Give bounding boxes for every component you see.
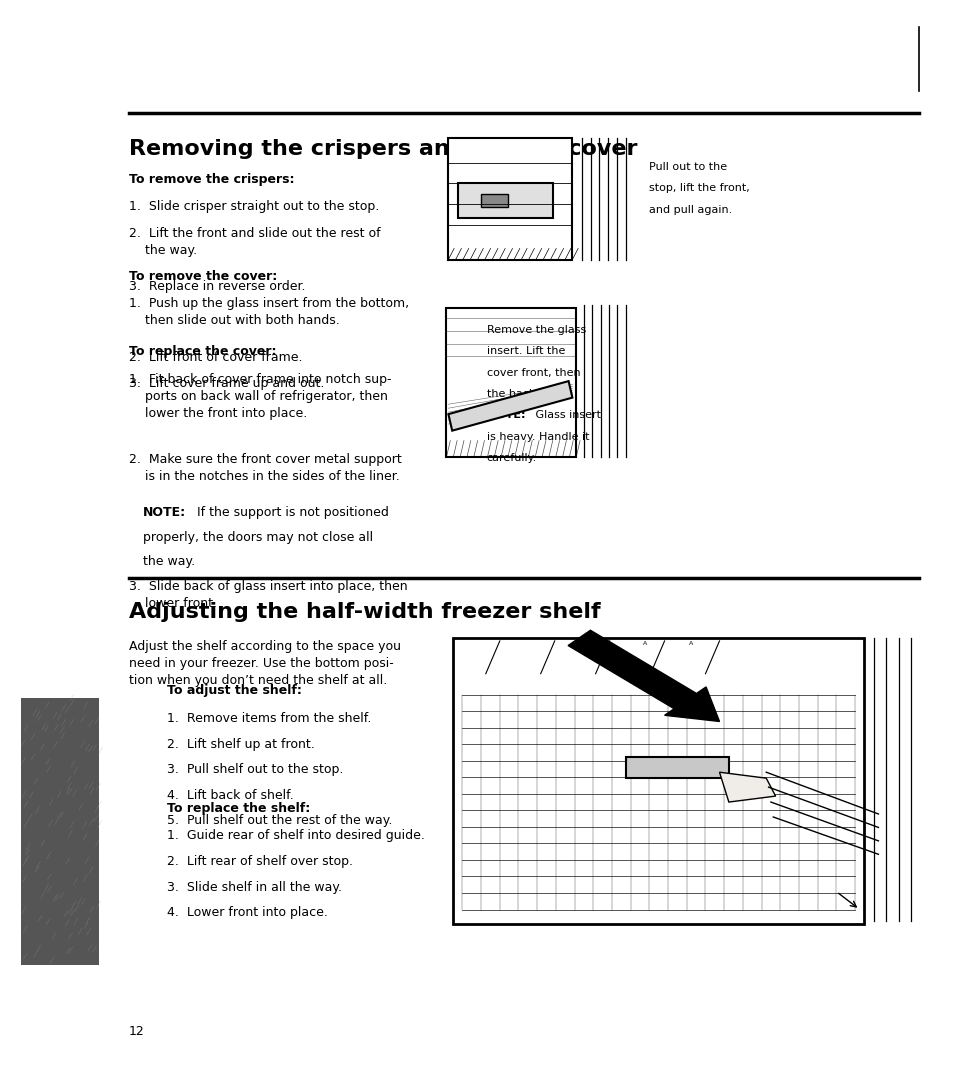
Text: NOTE:: NOTE: xyxy=(486,410,524,420)
Text: To adjust the shelf:: To adjust the shelf: xyxy=(167,684,301,697)
FancyBboxPatch shape xyxy=(625,757,728,778)
FancyArrow shape xyxy=(567,630,719,722)
Text: is heavy. Handle it: is heavy. Handle it xyxy=(486,432,588,441)
Text: 1.  Guide rear of shelf into desired guide.: 1. Guide rear of shelf into desired guid… xyxy=(167,829,424,842)
Text: 1.  Remove items from the shelf.: 1. Remove items from the shelf. xyxy=(167,712,371,725)
Text: 2.  Make sure the front cover metal support
    is in the notches in the sides o: 2. Make sure the front cover metal suppo… xyxy=(129,453,401,483)
Text: 2.  Lift shelf up at front.: 2. Lift shelf up at front. xyxy=(167,738,314,750)
Text: the way.: the way. xyxy=(143,555,195,568)
Text: 1.  Fit back of cover frame into notch sup-
    ports on back wall of refrigerat: 1. Fit back of cover frame into notch su… xyxy=(129,373,391,420)
FancyBboxPatch shape xyxy=(21,698,99,965)
Text: Remove the glass: Remove the glass xyxy=(486,325,585,335)
Text: cover front, then: cover front, then xyxy=(486,368,579,377)
FancyBboxPatch shape xyxy=(453,637,863,924)
Text: stop, lift the front,: stop, lift the front, xyxy=(648,183,749,193)
Text: Adjusting the half-width freezer shelf: Adjusting the half-width freezer shelf xyxy=(129,602,599,623)
Text: 1.  Slide crisper straight out to the stop.: 1. Slide crisper straight out to the sto… xyxy=(129,200,378,213)
Text: 3.  Replace in reverse order.: 3. Replace in reverse order. xyxy=(129,280,305,293)
FancyBboxPatch shape xyxy=(457,183,553,219)
Text: the back.: the back. xyxy=(486,389,538,399)
Text: A: A xyxy=(642,641,646,646)
Polygon shape xyxy=(448,382,572,431)
Text: To replace the shelf:: To replace the shelf: xyxy=(167,802,310,814)
Text: 12: 12 xyxy=(129,1025,145,1038)
Text: A: A xyxy=(689,641,693,646)
Text: If the support is not positioned: If the support is not positioned xyxy=(193,506,388,519)
Text: 2.  Lift rear of shelf over stop.: 2. Lift rear of shelf over stop. xyxy=(167,855,353,868)
Text: 3.  Slide back of glass insert into place, then
    lower front.: 3. Slide back of glass insert into place… xyxy=(129,580,407,610)
Text: carefully.: carefully. xyxy=(486,453,537,463)
Text: To remove the crispers:: To remove the crispers: xyxy=(129,173,294,185)
Text: 1.  Push up the glass insert from the bottom,
    then slide out with both hands: 1. Push up the glass insert from the bot… xyxy=(129,297,409,327)
Text: properly, the doors may not close all: properly, the doors may not close all xyxy=(143,531,373,544)
Text: 2.  Lift front of cover frame.: 2. Lift front of cover frame. xyxy=(129,351,302,364)
Text: Removing the crispers and crisper cover: Removing the crispers and crisper cover xyxy=(129,139,637,159)
Text: insert. Lift the: insert. Lift the xyxy=(486,346,564,356)
Text: Glass insert: Glass insert xyxy=(532,410,600,420)
FancyBboxPatch shape xyxy=(480,194,507,207)
Text: Adjust the shelf according to the space you
need in your freezer. Use the bottom: Adjust the shelf according to the space … xyxy=(129,640,400,687)
Text: 4.  Lower front into place.: 4. Lower front into place. xyxy=(167,906,328,919)
Text: To replace the cover:: To replace the cover: xyxy=(129,345,276,358)
Text: 4.  Lift back of shelf.: 4. Lift back of shelf. xyxy=(167,789,294,802)
Text: Pull out to the: Pull out to the xyxy=(648,162,726,172)
Text: 3.  Slide shelf in all the way.: 3. Slide shelf in all the way. xyxy=(167,881,341,893)
Polygon shape xyxy=(719,772,775,802)
Text: To remove the cover:: To remove the cover: xyxy=(129,270,276,282)
Text: 3.  Lift cover frame up and out.: 3. Lift cover frame up and out. xyxy=(129,377,324,390)
Text: 2.  Lift the front and slide out the rest of
    the way.: 2. Lift the front and slide out the rest… xyxy=(129,227,380,257)
Text: 5.  Pull shelf out the rest of the way.: 5. Pull shelf out the rest of the way. xyxy=(167,814,392,827)
Text: 3.  Pull shelf out to the stop.: 3. Pull shelf out to the stop. xyxy=(167,763,343,776)
Text: and pull again.: and pull again. xyxy=(648,205,731,214)
FancyBboxPatch shape xyxy=(448,138,572,260)
Text: NOTE:: NOTE: xyxy=(143,506,186,519)
